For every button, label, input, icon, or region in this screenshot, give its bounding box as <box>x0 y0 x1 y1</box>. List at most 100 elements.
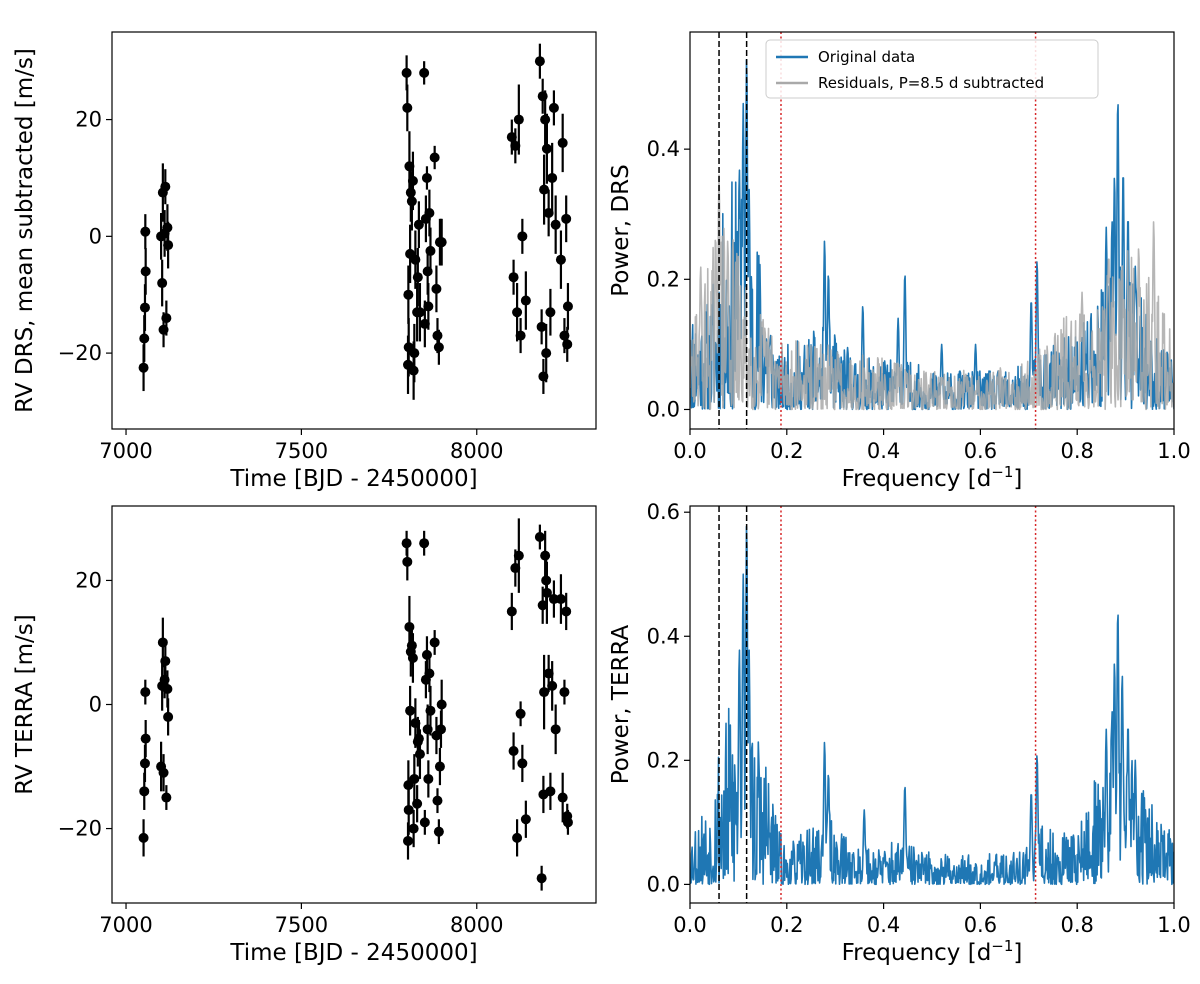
data-point <box>548 594 559 605</box>
data-point <box>408 823 419 834</box>
y-axis-label: Power, DRS <box>608 164 634 296</box>
data-point <box>429 152 440 163</box>
data-point <box>513 114 524 125</box>
data-point <box>403 804 414 815</box>
y-tick-label: 20 <box>75 108 102 132</box>
y-tick-label: 0.2 <box>647 748 680 772</box>
y-tick-label: 0.6 <box>647 500 680 524</box>
data-point <box>139 302 150 313</box>
x-tick-label: 7000 <box>99 913 152 937</box>
data-point <box>432 795 443 806</box>
rv-terra-panel: 7000 7500 8000 −20 0 20 Time [BJD - 2450000] RV… <box>12 505 597 966</box>
data-point <box>425 245 436 256</box>
x-tick-label: 0.4 <box>867 439 900 463</box>
data-point <box>157 278 168 289</box>
x-tick-label: 0.6 <box>964 439 997 463</box>
data-point <box>541 348 552 359</box>
data-point <box>512 832 523 843</box>
legend-entry: Original data <box>818 48 915 66</box>
data-point <box>562 339 573 350</box>
x-axis-label-end: ] <box>1013 466 1022 492</box>
x-tick-label: 1.0 <box>1157 913 1190 937</box>
series-line-original <box>690 525 1174 886</box>
data-point <box>555 594 566 605</box>
y-tick-label: 0 <box>89 693 102 717</box>
data-point <box>557 137 568 148</box>
data-point <box>536 873 547 884</box>
x-axis-label: Time [BJD - 2450000] <box>229 466 477 492</box>
data-point <box>513 550 524 561</box>
data-point <box>534 532 545 543</box>
x-axis-label: Time [BJD - 2450000] <box>229 940 477 966</box>
data-point <box>541 587 552 598</box>
y-axis-label: RV TERRA [m/s] <box>12 614 38 795</box>
data-point <box>138 832 149 843</box>
data-point <box>160 181 171 192</box>
periodogram-terra-plot-area <box>690 506 1174 903</box>
y-tick-label: 20 <box>75 568 102 592</box>
data-point <box>436 237 447 248</box>
data-point <box>161 313 172 324</box>
data-point <box>534 56 545 67</box>
x-axis-label: Frequency [d−1] <box>842 463 1023 492</box>
data-point <box>508 746 519 757</box>
data-point <box>506 606 517 617</box>
data-point <box>407 652 418 663</box>
data-point <box>545 786 556 797</box>
data-point <box>540 114 551 125</box>
data-point <box>401 67 412 78</box>
data-point <box>140 687 151 698</box>
data-point <box>550 724 561 735</box>
data-point <box>403 289 414 300</box>
data-point <box>517 231 528 242</box>
x-axis-label: Frequency [d−1] <box>842 937 1023 966</box>
axes-frame <box>689 505 1175 904</box>
y-tick-label: 0.4 <box>647 137 680 161</box>
data-point <box>161 792 172 803</box>
data-point <box>140 733 151 744</box>
data-point <box>162 683 173 694</box>
y-tick-label: 0 <box>89 224 102 248</box>
y-tick-label: 0.0 <box>647 872 680 896</box>
periodogram-drs-plot-area <box>690 32 1174 429</box>
axes-frame <box>689 31 1175 430</box>
rv-terra-plot-area <box>138 518 573 891</box>
x-tick-label: 7500 <box>275 439 328 463</box>
y-axis-label: RV DRS, mean subtracted [m/s] <box>12 48 38 413</box>
data-point <box>413 219 424 230</box>
data-point <box>433 826 444 837</box>
data-point <box>547 172 558 183</box>
data-point <box>434 761 445 772</box>
data-point <box>562 301 573 312</box>
data-point <box>559 687 570 698</box>
data-point <box>140 226 151 237</box>
data-point <box>557 792 568 803</box>
data-point <box>140 266 151 277</box>
data-point <box>536 321 547 332</box>
data-point <box>403 835 414 846</box>
data-point <box>561 606 572 617</box>
data-point <box>409 773 420 784</box>
data-point <box>431 283 442 294</box>
x-tick-label: 0.4 <box>867 913 900 937</box>
data-point <box>561 213 572 224</box>
data-point <box>407 175 418 186</box>
data-point <box>520 814 531 825</box>
x-axis-label-sup: −1 <box>991 463 1013 481</box>
x-tick-label: 8000 <box>450 439 503 463</box>
x-tick-label: 0.2 <box>770 439 803 463</box>
data-point <box>429 637 440 648</box>
data-point <box>425 705 436 716</box>
data-point <box>424 668 435 679</box>
data-point <box>412 272 423 283</box>
x-axis-label-main: Frequency [d <box>842 940 992 966</box>
y-tick-label: −20 <box>58 341 102 365</box>
data-point <box>160 656 171 667</box>
y-tick-label: 0.2 <box>647 267 680 291</box>
legend-entry: Residuals, P=8.5 d subtracted <box>818 74 1044 92</box>
data-point <box>539 184 550 195</box>
data-point <box>555 254 566 265</box>
data-point <box>419 67 430 78</box>
data-point <box>423 301 434 312</box>
axes-frame <box>111 31 597 430</box>
